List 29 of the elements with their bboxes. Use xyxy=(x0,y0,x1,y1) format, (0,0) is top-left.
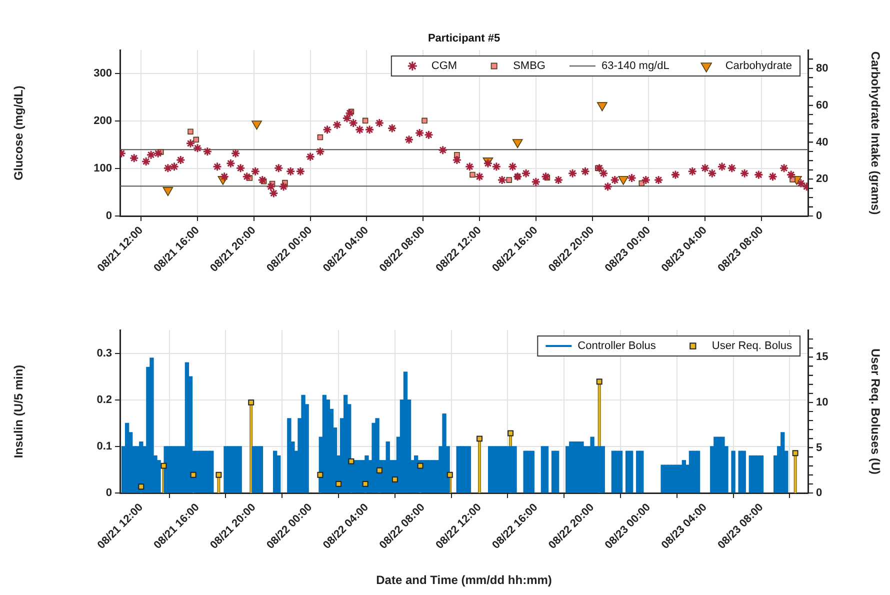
y-tick-label: 200 xyxy=(94,115,112,128)
y-tick-label: 0.3 xyxy=(96,347,112,360)
chart-title: Participant #5 xyxy=(428,32,500,45)
y-axis-title: Glucose (mg/dL) xyxy=(12,86,26,180)
y2-tick-label: 15 xyxy=(816,351,828,364)
legend-label: Carbohydrate xyxy=(725,60,792,72)
y2-axis-title: User Req. Boluses (U) xyxy=(868,348,882,475)
y-axis-title: Insulin (U/5 min) xyxy=(12,364,26,458)
y2-axis-title: Carbohydrate Intake (grams) xyxy=(868,51,882,215)
legend-label: CGM xyxy=(431,60,458,72)
y-tick-label: 0.2 xyxy=(96,394,112,406)
y2-tick-label: 0 xyxy=(816,210,822,222)
y2-tick-label: 80 xyxy=(816,62,828,74)
y-tick-label: 300 xyxy=(94,68,112,80)
y2-tick-label: 10 xyxy=(816,396,828,408)
x-axis-title: Date and Time (mm/dd hh:mm) xyxy=(376,573,552,588)
y2-tick-label: 60 xyxy=(816,99,828,112)
y2-tick-label: 40 xyxy=(816,136,828,148)
y-tick-label: 0.1 xyxy=(96,440,112,452)
y-tick-label: 100 xyxy=(94,162,112,175)
y-tick-label: 0 xyxy=(106,210,112,222)
legend-label: 63-140 mg/dL xyxy=(601,60,670,72)
legend-label: Controller Bolus xyxy=(578,340,656,352)
legend-label: SMBG xyxy=(513,60,546,72)
y-tick-label: 0 xyxy=(106,487,112,500)
y2-tick-label: 0 xyxy=(816,487,822,500)
legend-label: User Req. Bolus xyxy=(712,340,792,352)
y2-tick-label: 5 xyxy=(816,442,822,454)
y2-tick-label: 20 xyxy=(816,173,828,186)
